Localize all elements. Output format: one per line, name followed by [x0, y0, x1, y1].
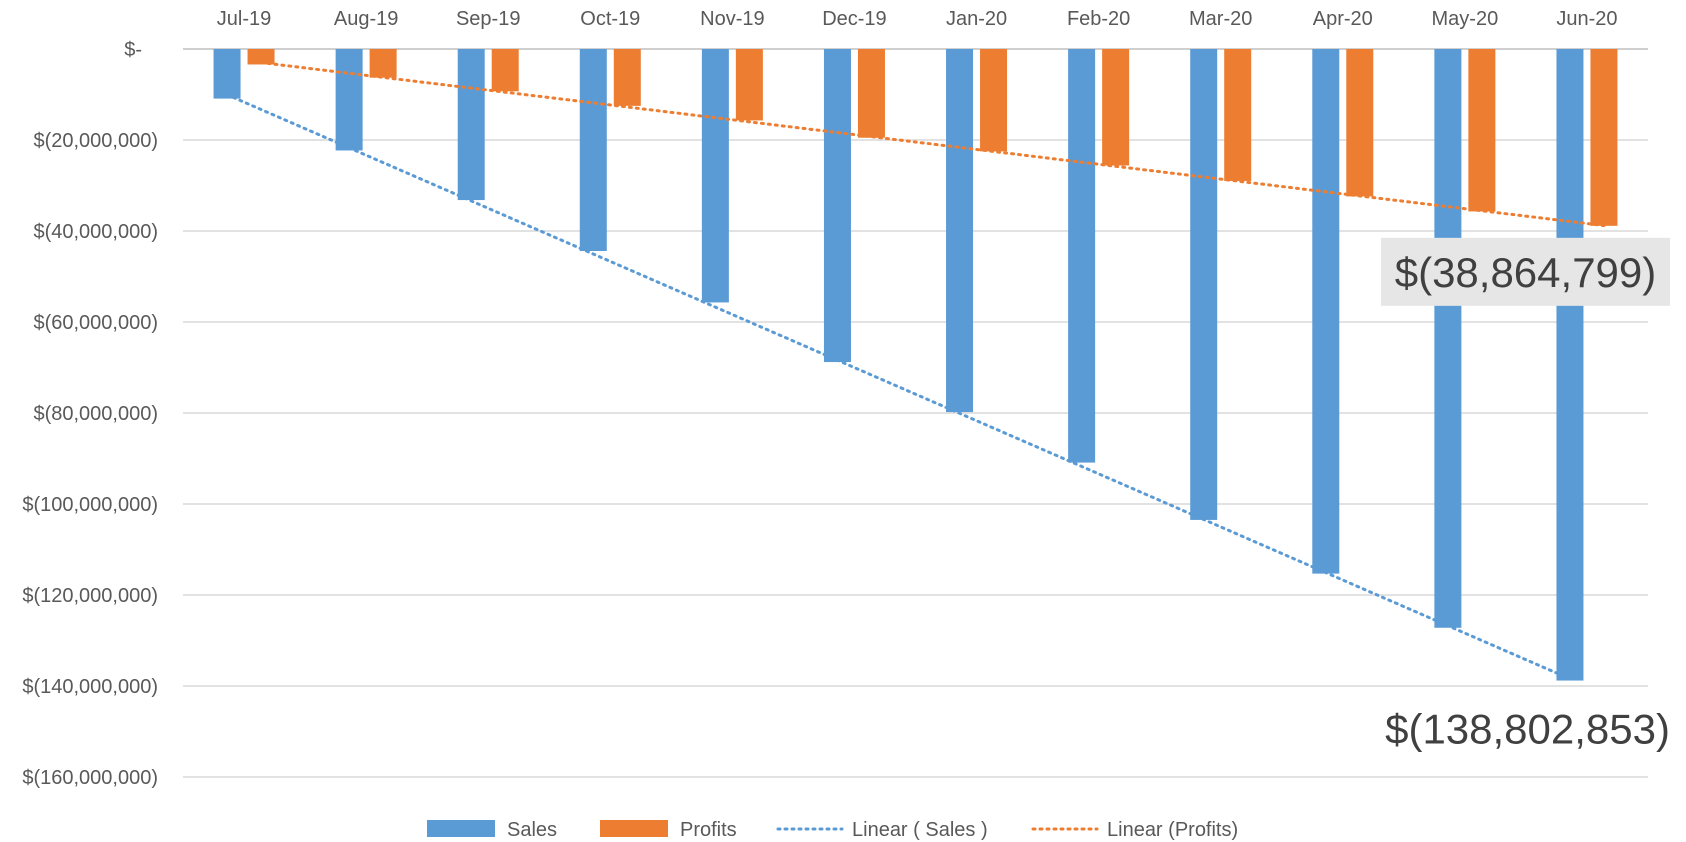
y-tick-label: $(80,000,000) [33, 403, 158, 425]
callout-label-sales: $(138,802,853) [1385, 706, 1670, 753]
trendline-sales [225, 93, 1572, 681]
bar-profits [980, 49, 1008, 152]
bar-sales [1434, 49, 1462, 628]
bar-sales [946, 49, 974, 413]
bar-sales [335, 49, 363, 151]
callout-label-profits: $(38,864,799) [1395, 249, 1657, 296]
bars [213, 49, 1618, 681]
x-tick-label: Dec-19 [822, 8, 886, 30]
bar-profits [247, 49, 275, 65]
x-tick-label: Feb-20 [1067, 8, 1130, 30]
x-axis-tick-labels: Jul-19 Aug-19 Sep-19 Oct-19 Nov-19 Dec-19 Jan-… [217, 8, 1618, 30]
y-tick-label: $- [124, 39, 142, 61]
x-tick-label: Sep-19 [456, 8, 521, 30]
bar-sales [1190, 49, 1218, 520]
bar-profits [1590, 49, 1618, 226]
y-axis-tick-labels: $- $(20,000,000) $(40,000,000) $(60,000,000… [22, 39, 158, 789]
bar-profits [1224, 49, 1252, 181]
bar-profits [735, 49, 763, 121]
y-tick-label: $(160,000,000) [22, 767, 158, 789]
x-tick-label: Oct-19 [580, 8, 640, 30]
bar-sales [579, 49, 607, 252]
legend-label-trend: Linear ( Sales ) [852, 819, 988, 841]
bar-profits [491, 49, 519, 92]
x-tick-label: Jul-19 [217, 8, 271, 30]
bar-profits [613, 49, 641, 106]
bar-profits [1346, 49, 1374, 197]
legend-swatch-profits [600, 820, 668, 837]
bar-sales [1068, 49, 1096, 463]
x-tick-label: Apr-20 [1313, 8, 1373, 30]
bar-profits [857, 49, 885, 138]
bar-sales [213, 49, 241, 99]
y-tick-label: $(120,000,000) [22, 585, 158, 607]
legend-label-sales: Sales [507, 819, 557, 841]
x-tick-label: May-20 [1432, 8, 1499, 30]
bar-profits [369, 49, 397, 78]
x-tick-label: Jan-20 [946, 8, 1007, 30]
legend-swatch-sales [427, 820, 495, 837]
bar-sales [1556, 49, 1584, 681]
annotations: $(38,864,799) $(138,802,853) [1381, 237, 1670, 753]
bar-sales [457, 49, 485, 201]
x-tick-label: Jun-20 [1556, 8, 1617, 30]
x-tick-label: Mar-20 [1189, 8, 1252, 30]
bar-profits [1468, 49, 1496, 212]
gridlines [183, 48, 1648, 778]
bar-sales [1312, 49, 1340, 574]
bar-sales [701, 49, 729, 303]
y-tick-label: $(40,000,000) [33, 221, 158, 243]
trendlines [225, 61, 1606, 681]
bar-profits [1102, 49, 1130, 166]
legend: Sales Profits Linear ( Sales ) Linear (Prof… [427, 819, 1238, 841]
bar-sales [823, 49, 851, 363]
legend-label-trend: Linear (Profits) [1107, 819, 1238, 841]
y-tick-label: $(20,000,000) [33, 130, 158, 152]
x-tick-label: Nov-19 [700, 8, 764, 30]
legend-label-profits: Profits [680, 819, 737, 841]
y-tick-label: $(140,000,000) [22, 676, 158, 698]
callout-box [1381, 237, 1670, 306]
y-tick-label: $(60,000,000) [33, 312, 158, 334]
x-tick-label: Aug-19 [334, 8, 399, 30]
trendline-profits [259, 61, 1606, 228]
y-tick-label: $(100,000,000) [22, 494, 158, 516]
